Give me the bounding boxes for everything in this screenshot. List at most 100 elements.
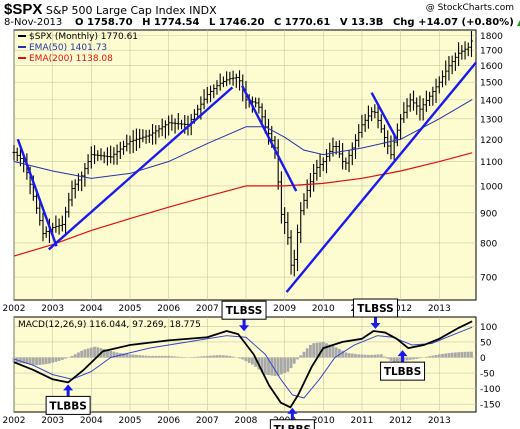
histogram-bar <box>154 355 158 358</box>
annotation-arrowhead <box>397 350 408 357</box>
histogram-bar <box>412 357 415 360</box>
histogram-bar <box>254 357 258 367</box>
price-panel-bg <box>13 29 477 301</box>
price-y-tick-label: 1700 <box>480 47 503 57</box>
price-y-tick-label: 1100 <box>480 158 503 168</box>
quote-open: O 1758.70 <box>75 17 133 28</box>
histogram-bar <box>363 354 367 358</box>
macd-y-tick-label: 100 <box>480 323 497 333</box>
histogram-bar <box>379 354 383 358</box>
histogram-bar <box>212 355 216 358</box>
histogram-bar <box>431 355 435 358</box>
histogram-bar <box>70 355 74 358</box>
macd-histogram <box>12 341 473 376</box>
price-y-tick-label: 1600 <box>480 62 503 72</box>
histogram-bar <box>270 357 274 376</box>
copyright: @ StockCharts.com <box>425 3 514 13</box>
quote-change: Chg +14.07 (+0.80%) <box>392 17 514 28</box>
histogram-bar <box>447 353 451 358</box>
annotation-label: TLBSS <box>357 303 394 315</box>
price-y-tick-label: 1200 <box>480 136 503 146</box>
price-x-tick-label: 2013 <box>428 304 451 314</box>
quote-high: H 1774.54 <box>142 17 200 28</box>
histogram-bar <box>395 357 399 362</box>
trendline-2 <box>48 86 234 251</box>
histogram-bar <box>60 357 64 360</box>
histogram-bar <box>292 357 296 364</box>
histogram-bar <box>331 345 335 358</box>
annotation-box <box>380 361 426 381</box>
histogram-bar <box>73 354 77 358</box>
histogram-bar <box>280 357 283 375</box>
macd-line <box>13 320 473 409</box>
legend-entry: EMA(200) 1138.08 <box>29 54 113 64</box>
histogram-bar <box>309 344 312 358</box>
quote-date: 8-Nov-2013 <box>4 17 63 28</box>
histogram-bar <box>389 357 393 361</box>
histogram-bar <box>399 357 403 362</box>
macd-y-tick-label: -100 <box>480 385 501 395</box>
annotation-box <box>352 298 398 318</box>
histogram-bar <box>41 357 45 365</box>
histogram-bar <box>12 357 16 363</box>
annotation-label: TLBBS <box>49 400 86 412</box>
histogram-bar <box>157 355 161 358</box>
histogram-bar <box>405 357 409 361</box>
macd-x-tick-label: 2011 <box>350 416 373 426</box>
price-panel: 700 800 900 1000 1100 1200 1300 1400 1500 1600 170… <box>3 29 503 314</box>
histogram-bar <box>44 357 48 365</box>
histogram-bar <box>470 351 473 358</box>
histogram-bar <box>441 353 444 358</box>
histogram-bar <box>19 357 22 364</box>
histogram-bar <box>122 353 125 358</box>
price-x-tick-label: 2006 <box>157 304 180 314</box>
histogram-bar <box>89 347 93 358</box>
histogram-bar <box>460 351 464 358</box>
macd-x-tick-label: 2005 <box>119 416 142 426</box>
annotation-arrowhead <box>370 323 381 330</box>
histogram-bar <box>141 355 145 358</box>
annotation-box <box>45 395 91 415</box>
macd-x-tick-label: 2003 <box>41 416 64 426</box>
histogram-bar <box>112 351 116 358</box>
annotation-box <box>221 300 267 320</box>
histogram-bar <box>22 357 26 364</box>
histogram-bar <box>83 349 87 358</box>
histogram-bar <box>299 355 303 358</box>
histogram-bar <box>434 354 438 358</box>
histogram-bar <box>350 353 354 358</box>
histogram-bar <box>305 348 309 358</box>
price-x-tick-label: 2003 <box>41 304 64 314</box>
macd-x-tick-label: 2002 <box>3 416 26 426</box>
histogram-bar <box>273 357 277 376</box>
ema200-line <box>13 152 473 257</box>
histogram-bar <box>366 354 370 358</box>
histogram-bar <box>80 350 84 358</box>
macd-x-tick-label: 2013 <box>428 416 451 426</box>
histogram-bar <box>315 342 319 358</box>
histogram-bar <box>370 354 374 358</box>
trendline-4 <box>285 61 477 293</box>
histogram-bar <box>176 356 180 358</box>
annotation-label: TLBSS <box>226 305 263 317</box>
histogram-bar <box>215 355 219 358</box>
legend-entry: $SPX (Monthly) 1770.61 <box>29 32 138 42</box>
exchange: INDX <box>189 4 217 17</box>
histogram-bar <box>347 353 351 358</box>
macd-y-tick-label: -50 <box>480 370 495 380</box>
price-y-tick-label: 800 <box>480 239 497 249</box>
price-x-tick-label: 2002 <box>3 304 26 314</box>
histogram-bar <box>289 357 293 369</box>
histogram-bar <box>225 355 229 358</box>
macd-x-tick-label: 2010 <box>312 416 335 426</box>
annotation-label: TLBBS <box>384 366 421 378</box>
macd-y-tick-label: -150 <box>480 401 501 411</box>
histogram-bar <box>386 357 390 359</box>
histogram-bar <box>228 355 232 358</box>
histogram-bar <box>196 356 200 358</box>
histogram-bar <box>392 357 396 362</box>
histogram-bar <box>244 357 248 362</box>
macd-x-tick-label: 2006 <box>157 416 180 426</box>
histogram-bar <box>125 353 129 358</box>
